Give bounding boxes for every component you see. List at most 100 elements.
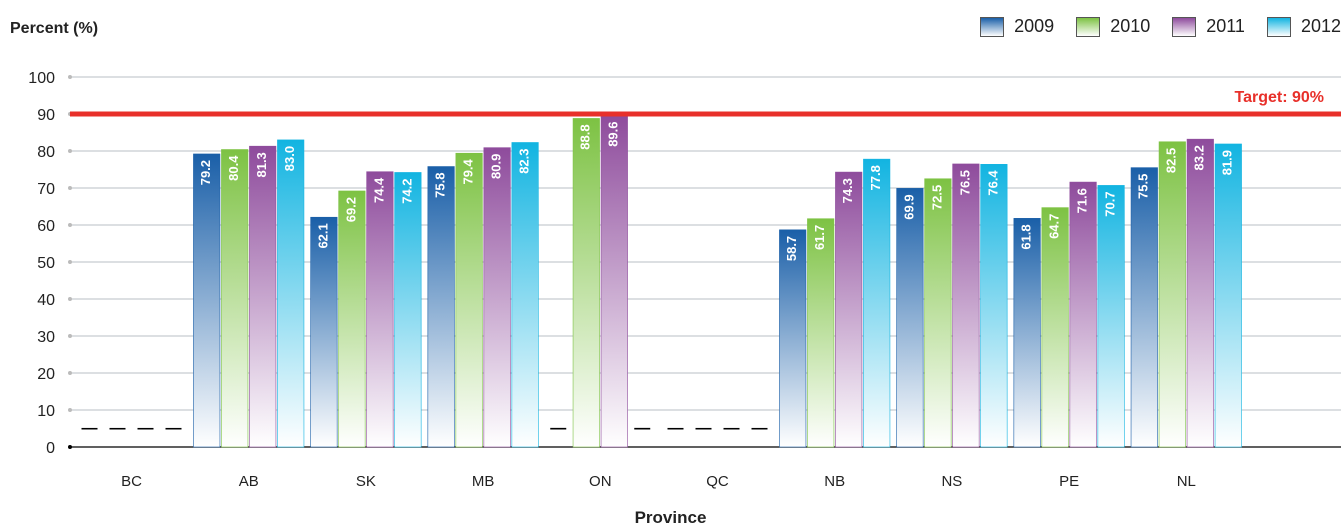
bar-nb-2009 xyxy=(779,229,807,448)
data-label-ns-2010: 72.5 xyxy=(929,185,944,210)
missing-marker-qc-2010: — xyxy=(696,420,712,437)
y-tick-label-50: 50 xyxy=(37,255,55,272)
x-tick-label-sk: SK xyxy=(356,473,376,490)
legend-label-2009: 2009 xyxy=(1014,16,1055,36)
data-label-pe-2009: 61.8 xyxy=(1019,224,1034,249)
data-label-pe-2010: 64.7 xyxy=(1047,214,1062,239)
bar-mb-2011 xyxy=(483,147,511,448)
data-label-mb-2012: 82.3 xyxy=(517,148,532,173)
data-label-nl-2012: 81.9 xyxy=(1220,150,1235,175)
missing-marker-on-2012: — xyxy=(634,420,650,437)
bar-ns-2009 xyxy=(896,188,924,448)
missing-marker-bc-2012: — xyxy=(166,420,182,437)
x-tick-label-nb: NB xyxy=(824,473,845,490)
bar-mb-2010 xyxy=(455,152,483,448)
y-tick-label-100: 100 xyxy=(28,70,55,87)
bar-ns-2010 xyxy=(924,178,952,448)
legend-label-2010: 2010 xyxy=(1110,16,1151,36)
missing-marker-bc-2011: — xyxy=(138,420,154,437)
y-tick-label-90: 90 xyxy=(37,107,55,124)
data-label-on-2011: 89.6 xyxy=(606,121,621,146)
bar-pe-2011 xyxy=(1069,181,1097,448)
bar-nb-2011 xyxy=(835,171,863,448)
bar-ab-2009 xyxy=(193,153,221,448)
y-tick-dot-70 xyxy=(68,186,72,190)
data-label-sk-2012: 74.2 xyxy=(399,178,414,203)
data-label-nb-2010: 61.7 xyxy=(812,225,827,250)
data-label-nl-2011: 83.2 xyxy=(1192,145,1207,170)
bar-ab-2011 xyxy=(249,145,277,448)
legend-item-2011: 2011 xyxy=(1172,16,1245,37)
y-tick-label-20: 20 xyxy=(37,366,55,383)
data-label-sk-2011: 74.4 xyxy=(371,177,386,203)
missing-marker-qc-2011: — xyxy=(724,420,740,437)
legend-swatch-2010 xyxy=(1076,16,1101,37)
data-label-sk-2009: 62.1 xyxy=(315,223,330,248)
data-label-ab-2009: 79.2 xyxy=(198,160,213,185)
y-tick-label-80: 80 xyxy=(37,144,55,161)
legend-label-2012: 2012 xyxy=(1300,16,1341,36)
y-tick-dot-100 xyxy=(68,75,72,79)
bar-nl-2010 xyxy=(1158,141,1186,448)
missing-marker-qc-2012: — xyxy=(752,420,768,437)
missing-marker-on-2009: — xyxy=(550,420,566,437)
y-tick-dot-10 xyxy=(68,408,72,412)
legend-swatch-2011 xyxy=(1172,16,1197,37)
data-label-ns-2012: 76.4 xyxy=(985,170,1000,196)
bar-nl-2011 xyxy=(1186,138,1214,448)
data-label-ab-2011: 81.3 xyxy=(254,152,269,177)
bar-nb-2012 xyxy=(863,158,891,448)
y-tick-label-30: 30 xyxy=(37,329,55,346)
data-label-mb-2010: 79.4 xyxy=(461,158,476,184)
missing-marker-bc-2010: — xyxy=(110,420,126,437)
x-tick-label-mb: MB xyxy=(472,473,495,490)
data-label-ab-2012: 83.0 xyxy=(282,146,297,171)
y-tick-dot-20 xyxy=(68,371,72,375)
bar-mb-2009 xyxy=(427,166,455,448)
missing-marker-bc-2009: — xyxy=(82,420,98,437)
bar-sk-2010 xyxy=(338,190,366,448)
bar-mb-2012 xyxy=(511,142,539,448)
bar-ab-2010 xyxy=(221,149,249,448)
data-label-nb-2012: 77.8 xyxy=(868,165,883,190)
bar-ab-2012 xyxy=(277,139,305,448)
data-label-ab-2010: 80.4 xyxy=(226,155,241,181)
bar-pe-2010 xyxy=(1041,207,1069,448)
data-label-ns-2011: 76.5 xyxy=(957,170,972,195)
data-label-pe-2011: 71.6 xyxy=(1075,188,1090,213)
bar-nl-2009 xyxy=(1130,167,1158,448)
data-label-mb-2011: 80.9 xyxy=(489,154,504,179)
legend-swatch-2009 xyxy=(980,16,1005,37)
y-tick-dot-60 xyxy=(68,223,72,227)
bar-nl-2012 xyxy=(1214,143,1242,448)
y-axis-title: Percent (%) xyxy=(10,20,99,37)
data-label-on-2010: 88.8 xyxy=(578,124,593,149)
data-label-nb-2011: 74.3 xyxy=(840,178,855,203)
y-tick-dot-30 xyxy=(68,334,72,338)
legend: 2009 2010 2011 2012 xyxy=(980,16,1341,37)
y-tick-label-10: 10 xyxy=(37,403,55,420)
data-label-nl-2009: 75.5 xyxy=(1136,174,1151,199)
x-tick-label-nl: NL xyxy=(1177,473,1196,490)
legend-item-2010: 2010 xyxy=(1076,16,1150,37)
x-tick-label-ab: AB xyxy=(239,473,259,490)
target-label: Target: 90% xyxy=(1234,89,1324,106)
data-label-mb-2009: 75.8 xyxy=(433,173,448,198)
legend-item-2009: 2009 xyxy=(980,16,1054,37)
bar-sk-2012 xyxy=(394,172,422,448)
bar-ns-2012 xyxy=(980,164,1008,448)
legend-swatch-2012 xyxy=(1266,16,1291,37)
data-label-nb-2009: 58.7 xyxy=(784,236,799,261)
missing-marker-qc-2009: — xyxy=(668,420,684,437)
y-tick-dot-50 xyxy=(68,260,72,264)
data-label-sk-2010: 69.2 xyxy=(343,197,358,222)
bar-on-2011 xyxy=(600,115,628,448)
x-tick-label-qc: QC xyxy=(706,473,729,490)
bar-on-2010 xyxy=(572,118,600,448)
data-label-ns-2009: 69.9 xyxy=(901,194,916,219)
bar-pe-2012 xyxy=(1097,185,1125,448)
y-tick-dot-40 xyxy=(68,297,72,301)
bar-sk-2011 xyxy=(366,171,394,448)
x-tick-label-ns: NS xyxy=(941,473,962,490)
